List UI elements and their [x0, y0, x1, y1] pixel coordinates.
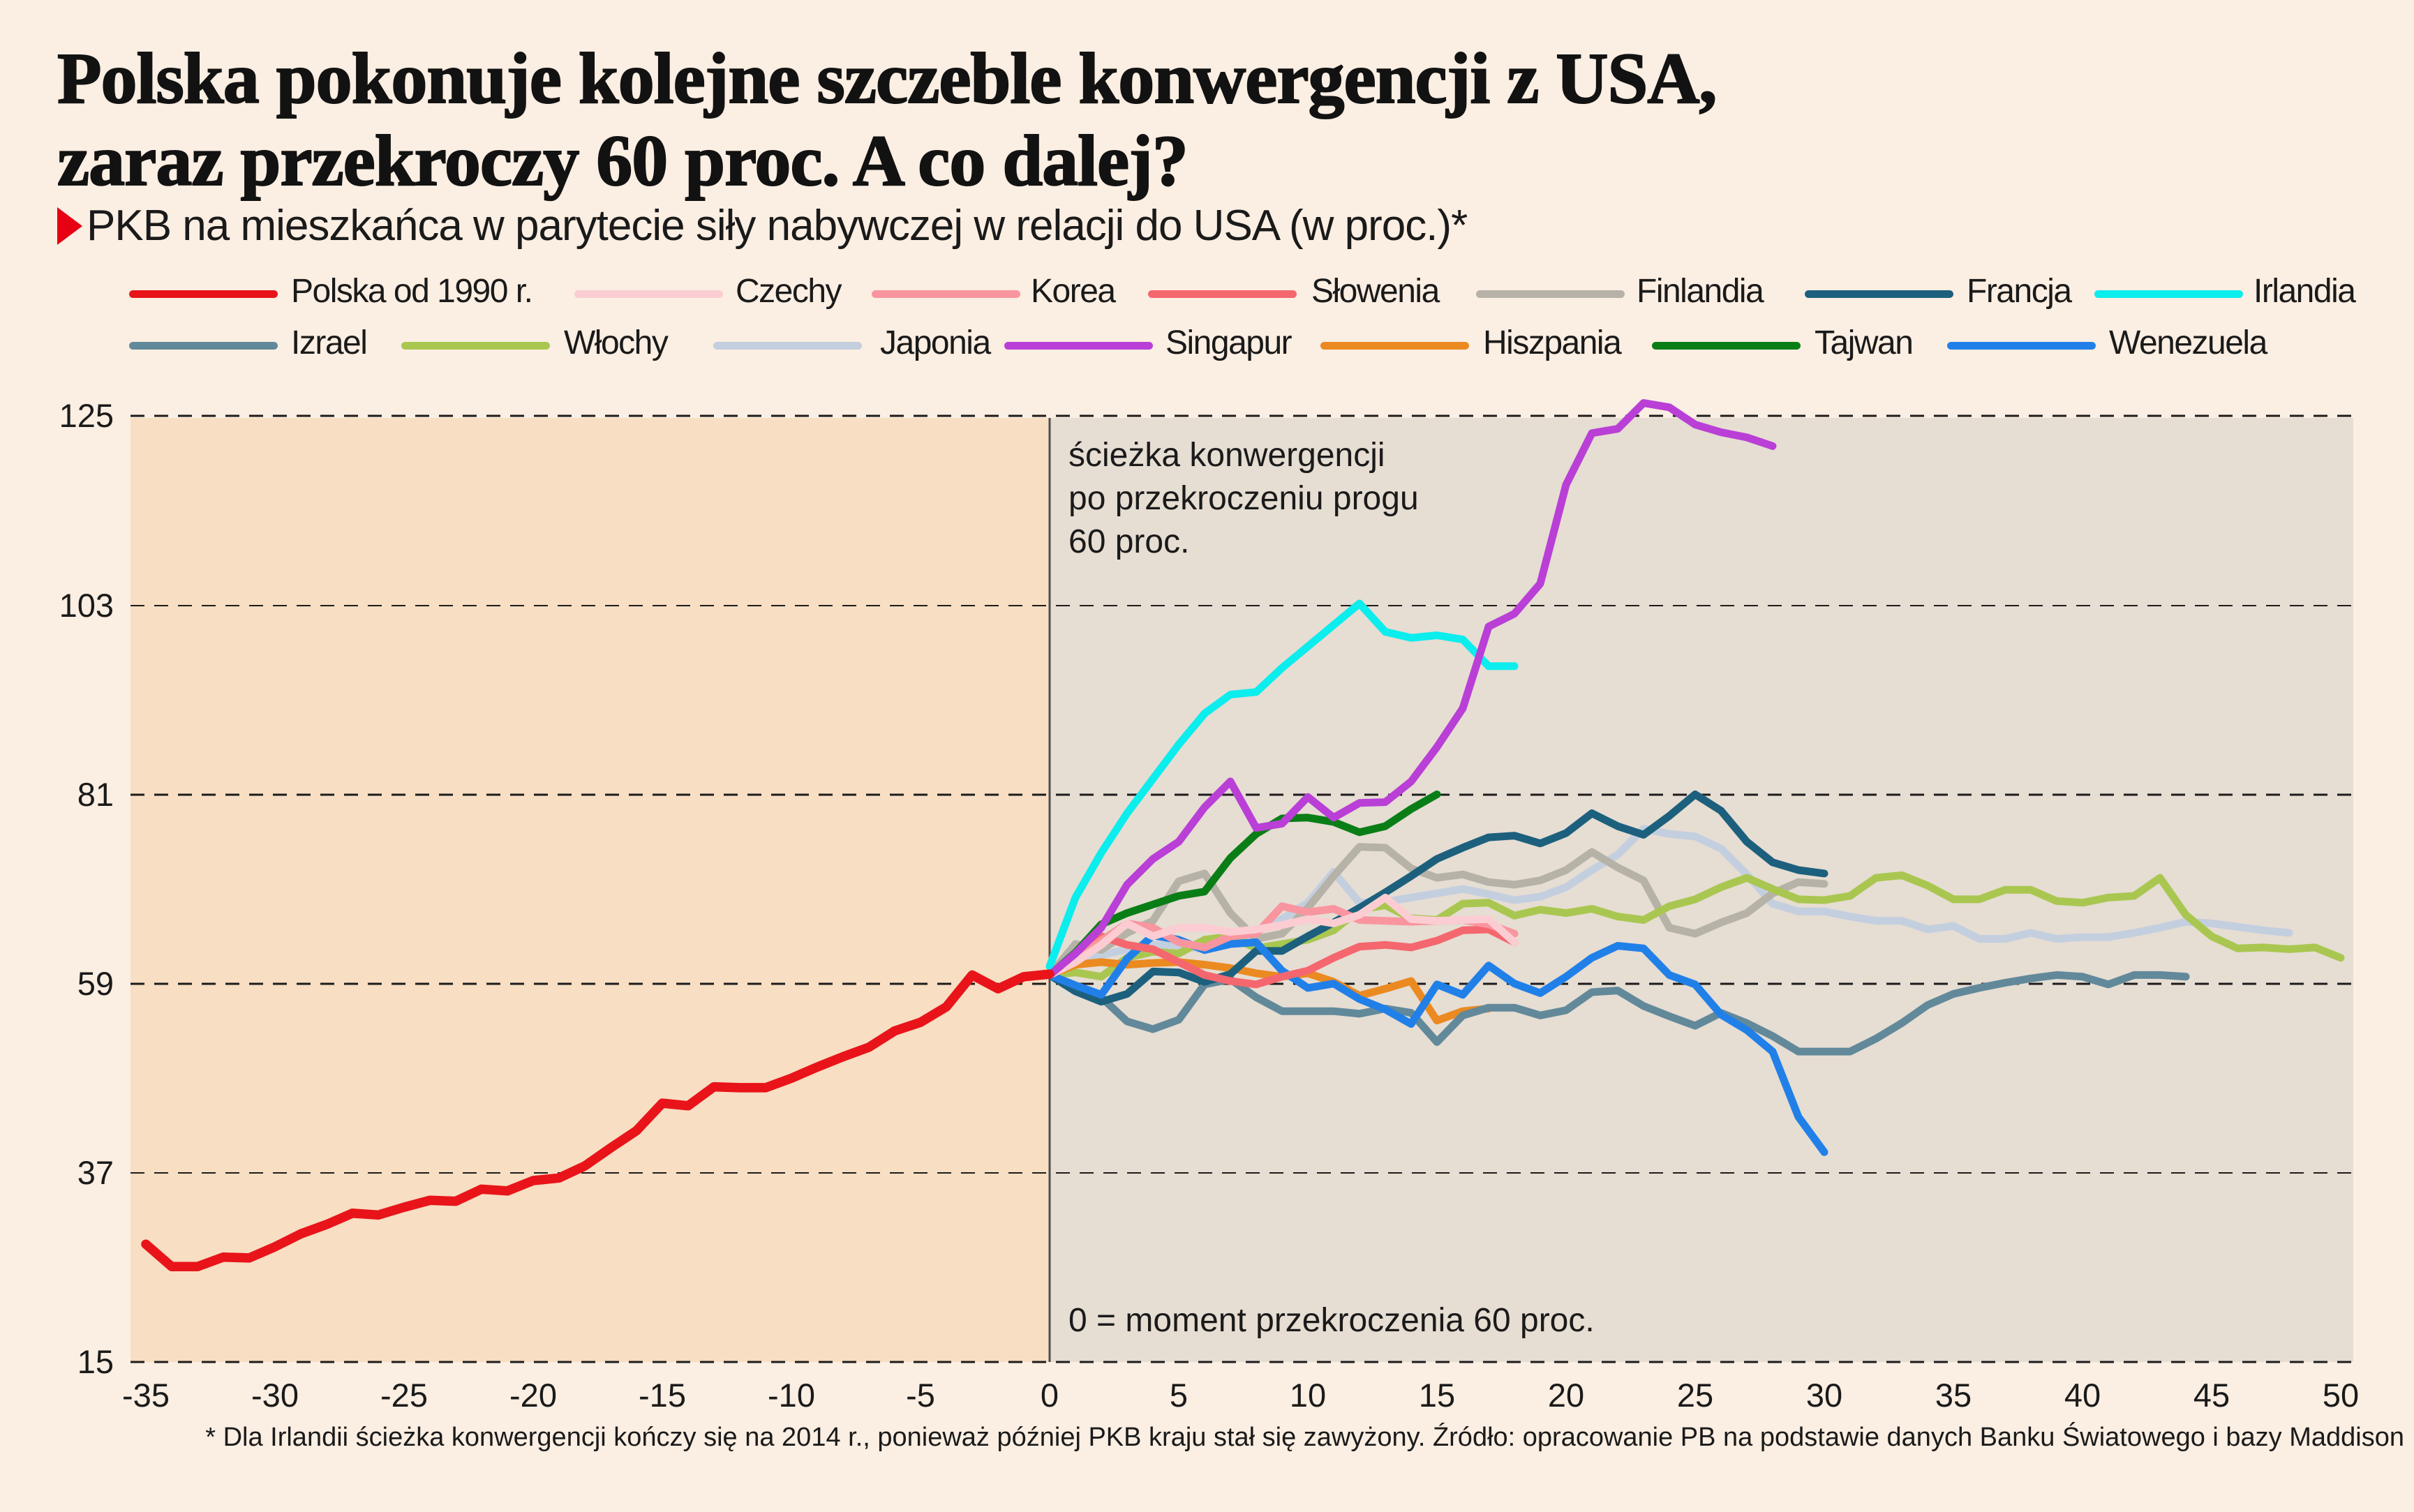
svg-text:-25: -25 — [380, 1377, 428, 1414]
svg-text:-35: -35 — [122, 1377, 170, 1414]
svg-text:50: 50 — [2323, 1377, 2359, 1414]
svg-text:25: 25 — [1677, 1377, 1713, 1414]
svg-text:60 proc.: 60 proc. — [1068, 523, 1189, 560]
svg-text:0: 0 — [1041, 1377, 1059, 1414]
svg-text:20: 20 — [1548, 1377, 1584, 1414]
svg-text:ścieżka konwergencji: ścieżka konwergencji — [1068, 437, 1385, 474]
svg-text:35: 35 — [1935, 1377, 1972, 1414]
svg-text:103: 103 — [59, 587, 114, 624]
svg-text:10: 10 — [1290, 1377, 1326, 1414]
svg-text:125: 125 — [59, 397, 114, 434]
svg-text:40: 40 — [2064, 1377, 2101, 1414]
svg-text:po przekroczeniu progu: po przekroczeniu progu — [1068, 480, 1419, 517]
svg-text:-20: -20 — [509, 1377, 557, 1414]
svg-text:81: 81 — [77, 776, 114, 813]
svg-text:-10: -10 — [768, 1377, 815, 1414]
svg-text:5: 5 — [1170, 1377, 1188, 1414]
svg-text:15: 15 — [77, 1343, 114, 1380]
svg-text:45: 45 — [2193, 1377, 2230, 1414]
svg-text:-30: -30 — [251, 1377, 299, 1414]
svg-text:* Dla Irlandii ścieżka konwerg: * Dla Irlandii ścieżka konwergencji końc… — [205, 1421, 2404, 1452]
svg-text:-15: -15 — [639, 1377, 686, 1414]
svg-text:0 = moment przekroczenia 60 pr: 0 = moment przekroczenia 60 proc. — [1068, 1302, 1595, 1339]
svg-text:30: 30 — [1806, 1377, 1842, 1414]
svg-text:59: 59 — [77, 965, 114, 1002]
svg-text:15: 15 — [1419, 1377, 1455, 1414]
svg-text:37: 37 — [77, 1154, 114, 1191]
svg-text:-5: -5 — [906, 1377, 935, 1414]
